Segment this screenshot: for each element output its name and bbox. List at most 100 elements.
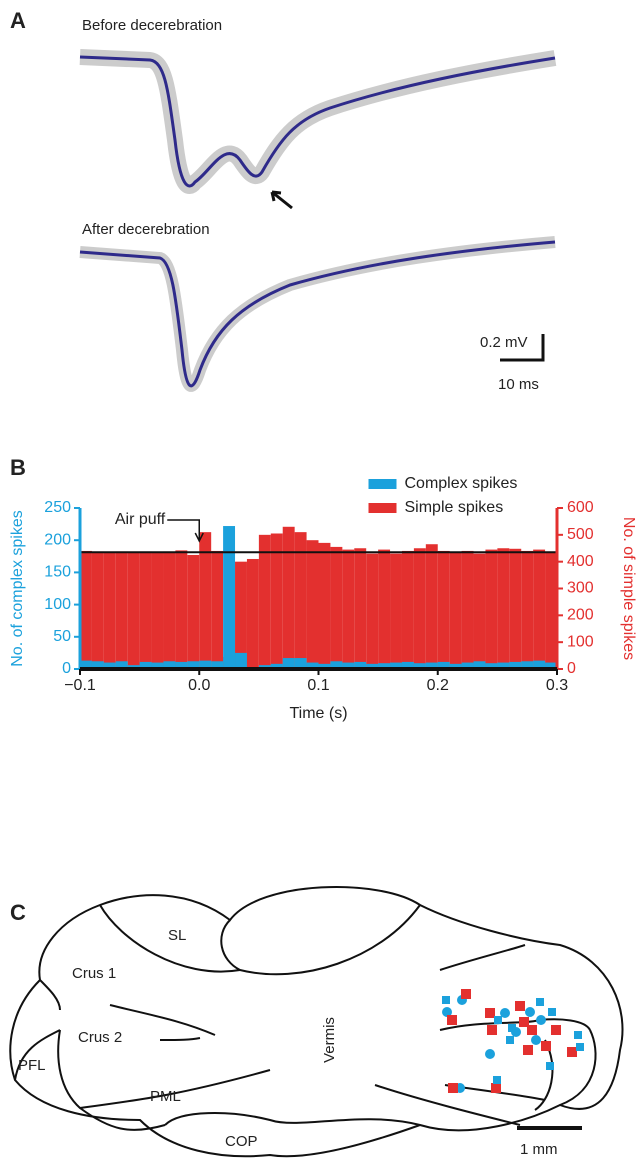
bar <box>461 550 474 669</box>
bar <box>282 658 295 669</box>
y-tick-label: 0 <box>62 660 71 677</box>
trace <box>79 55 556 188</box>
site-complex-sq <box>548 1008 556 1016</box>
site-complex-sq <box>493 1076 501 1084</box>
y-tick-label: 200 <box>44 531 71 548</box>
trace-band <box>79 236 556 392</box>
bar <box>175 550 188 669</box>
site-simple <box>527 1025 537 1035</box>
bar <box>103 552 116 669</box>
bar <box>270 533 283 669</box>
legend-swatch <box>368 503 397 513</box>
legend-label: Simple spikes <box>405 499 504 516</box>
site-complex-sq <box>506 1036 514 1044</box>
y-axis-label: No. of complex spikes <box>9 510 26 667</box>
bar <box>80 550 92 669</box>
bar <box>294 658 307 669</box>
x-axis-label: Time (s) <box>289 705 347 722</box>
bar <box>497 662 510 669</box>
site-complex <box>525 1007 535 1017</box>
scale-label: 0.2 mV <box>480 334 528 351</box>
site-complex-sq <box>576 1043 584 1051</box>
site-simple <box>519 1017 529 1027</box>
site-simple <box>461 989 471 999</box>
annotation-arrow <box>167 519 204 543</box>
panel-label: B <box>10 455 26 480</box>
bar <box>378 549 391 669</box>
bar <box>401 550 414 669</box>
bar <box>342 662 355 669</box>
legend-swatch <box>368 479 397 489</box>
bar <box>318 663 331 669</box>
site-complex <box>500 1008 510 1018</box>
bar <box>413 548 426 669</box>
bar <box>509 548 522 669</box>
bar <box>187 554 200 669</box>
bar <box>127 552 140 669</box>
bar <box>545 662 557 669</box>
bar <box>521 661 534 669</box>
bar <box>473 553 486 669</box>
bar <box>354 548 367 669</box>
bar <box>103 662 116 669</box>
y-tick-label: 50 <box>53 628 71 645</box>
histogram-chart: B 0 50 100 150 200 250 0 100 200 300 400 500 600 −0.1 0… <box>9 455 637 722</box>
bar <box>163 551 176 669</box>
bar <box>115 661 128 669</box>
bar <box>246 558 259 669</box>
site-complex <box>442 1007 452 1017</box>
scale-bar <box>500 334 545 362</box>
bar <box>390 553 402 669</box>
bar <box>175 661 188 669</box>
site-simple <box>448 1083 458 1093</box>
bar <box>306 540 319 669</box>
site-simple <box>487 1025 497 1035</box>
region-label: Crus 2 <box>78 1029 122 1046</box>
legend-label: Complex spikes <box>405 475 518 492</box>
site-complex <box>485 1049 495 1059</box>
bar <box>378 663 391 669</box>
y2-tick-label: 500 <box>567 526 594 543</box>
region-label: PML <box>150 1088 181 1105</box>
bar <box>199 532 212 669</box>
site-simple <box>515 1001 525 1011</box>
y2-tick-label: 600 <box>567 499 594 516</box>
trace <box>79 240 556 388</box>
bar <box>91 551 104 669</box>
bar <box>211 661 224 669</box>
bar <box>151 662 164 669</box>
bar <box>390 662 402 669</box>
arrow <box>270 190 293 210</box>
bar <box>199 660 212 669</box>
y-tick-label: 100 <box>44 596 71 613</box>
bar <box>282 526 295 669</box>
bar <box>401 661 414 669</box>
site-complex-sq <box>508 1024 516 1032</box>
site-complex-sq <box>574 1031 582 1039</box>
region-label: PFL <box>18 1057 46 1074</box>
region-label: Vermis <box>321 1017 338 1063</box>
site-complex <box>531 1035 541 1045</box>
region-label: COP <box>225 1133 258 1150</box>
site-simple <box>523 1045 533 1055</box>
bar <box>139 661 152 669</box>
recording-sites <box>442 989 584 1093</box>
site-simple <box>551 1025 561 1035</box>
scale-label: 1 mm <box>520 1141 558 1158</box>
bar <box>437 550 450 669</box>
bar <box>533 549 546 669</box>
bar <box>425 662 438 669</box>
region-label: Crus 1 <box>72 965 116 982</box>
bar <box>521 550 534 669</box>
y2-tick-label: 400 <box>567 553 594 570</box>
bar <box>235 652 247 669</box>
bar <box>163 661 176 669</box>
bar <box>139 551 152 669</box>
site-simple <box>485 1008 495 1018</box>
bar <box>318 542 331 669</box>
bar <box>437 661 450 669</box>
bar <box>449 663 462 669</box>
bar <box>342 549 355 669</box>
y2-tick-label: 0 <box>567 660 576 677</box>
